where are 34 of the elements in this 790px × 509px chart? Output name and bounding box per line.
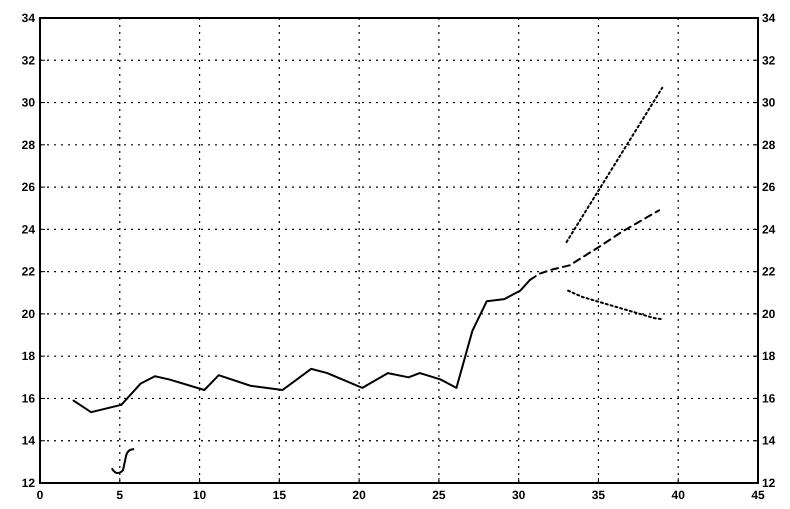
x-tick-label: 40 (672, 488, 686, 502)
y2-tick-label: 34 (762, 11, 776, 25)
y-tick-label: 16 (22, 391, 36, 406)
y2-tick-label: 12 (762, 476, 776, 490)
y-tick-label: 22 (22, 264, 36, 279)
y2-tick-label: 32 (762, 53, 776, 68)
y-tick-label: 26 (22, 180, 36, 194)
x-tick-label: 30 (512, 488, 526, 502)
y2-tick-label: 14 (762, 434, 776, 448)
y-tick-label: 12 (22, 476, 36, 490)
y2-tick-label: 20 (762, 306, 776, 321)
y-tick-label: 32 (22, 53, 36, 68)
y2-tick-label: 26 (762, 180, 776, 194)
x-tick-label: 10 (192, 488, 207, 502)
x-tick-label: 45 (751, 488, 765, 502)
x-tick-label: 25 (432, 488, 446, 502)
y2-tick-label: 22 (762, 264, 776, 279)
y-tick-label: 28 (22, 138, 36, 152)
y2-tick-label: 28 (762, 138, 776, 152)
x-tick-label: 5 (116, 488, 124, 502)
x-tick-label: 20 (352, 488, 366, 502)
y2-tick-label: 30 (762, 96, 776, 110)
y2-tick-label: 24 (762, 222, 776, 236)
y-tick-label: 18 (22, 349, 36, 364)
y2-tick-label: 16 (762, 391, 776, 406)
y2-tick-label: 18 (762, 349, 776, 364)
x-tick-label: 0 (36, 488, 44, 502)
y-tick-label: 30 (22, 96, 36, 110)
x-tick-label: 35 (592, 488, 606, 502)
y-tick-label: 14 (22, 434, 36, 448)
y-tick-label: 34 (22, 11, 36, 25)
y-tick-label: 24 (22, 222, 36, 236)
x-tick-label: 15 (272, 488, 286, 502)
y-tick-label: 20 (22, 306, 36, 321)
